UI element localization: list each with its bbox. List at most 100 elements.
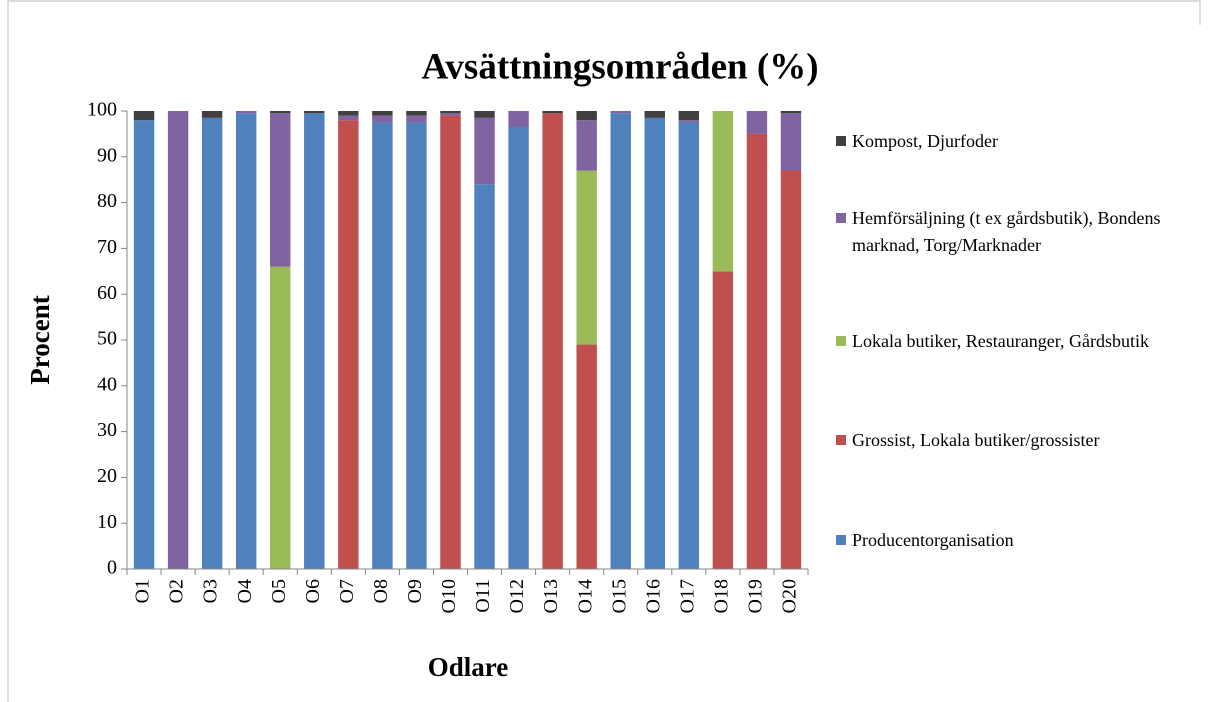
x-tick-label: O10 — [438, 579, 460, 613]
y-tick-label: 0 — [107, 557, 117, 579]
x-tick-label: O13 — [540, 579, 562, 613]
bar-segment — [440, 111, 461, 114]
x-tick-label: O7 — [336, 579, 358, 603]
legend-label: Producentorganisation — [852, 530, 1014, 550]
bar-segment — [780, 111, 802, 114]
legend-swatch — [836, 136, 846, 146]
bar-segment — [304, 113, 325, 569]
y-tick-label: 90 — [97, 144, 117, 166]
x-tick-label: O19 — [745, 579, 767, 613]
bar-segment — [406, 122, 427, 569]
legend-swatch — [836, 213, 846, 223]
bar-segment — [338, 120, 359, 569]
y-tick-label: 100 — [87, 99, 117, 121]
bar-segment — [338, 115, 359, 121]
x-axis-title: Odlare — [428, 652, 509, 682]
y-tick-label: 70 — [97, 236, 117, 258]
y-tick-label: 80 — [97, 190, 117, 212]
legend-item: Grossist, Lokala butiker/grossister — [836, 427, 1196, 454]
legend-label: Grossist, Lokala butiker/grossister — [852, 430, 1100, 450]
bar-segment — [542, 111, 563, 114]
bar-segment — [610, 113, 631, 569]
bar-segment — [780, 113, 802, 171]
bar-segment — [474, 117, 495, 185]
legend-swatch — [836, 336, 846, 346]
bar-segment — [304, 111, 325, 114]
x-tick-label: O6 — [302, 579, 324, 603]
legend-item: Lokala butiker, Restauranger, Gårdsbutik — [836, 328, 1196, 355]
bar-segment — [712, 111, 734, 272]
bar-segment — [440, 115, 461, 569]
bar-segment — [201, 117, 223, 570]
bar-segment — [133, 120, 155, 569]
bar-segment — [440, 113, 461, 116]
x-tick-label: O11 — [472, 579, 494, 613]
legend-item: Hemförsäljning (t ex gårdsbutik), Bonden… — [836, 205, 1196, 259]
bar-segment — [338, 111, 359, 116]
bar-segment — [576, 111, 597, 121]
bar-segment — [372, 122, 393, 569]
bar-segment — [201, 111, 223, 118]
legend-label: Hemförsäljning (t ex gårdsbutik), Bonden… — [852, 208, 1161, 255]
bar-segment — [746, 133, 768, 569]
y-tick-label: 10 — [97, 511, 117, 533]
bar-segment — [235, 113, 257, 569]
bar-segment — [270, 111, 291, 114]
bar-segment — [474, 184, 495, 569]
legend-swatch — [836, 435, 846, 445]
bar-segment — [406, 115, 427, 123]
chart-title: Avsättningsområden (%) — [421, 46, 818, 87]
x-tick-label: O12 — [506, 579, 528, 613]
bar-segment — [576, 120, 597, 171]
x-tick-label: O9 — [404, 579, 426, 603]
x-tick-label: O5 — [268, 579, 290, 603]
bar-segment — [270, 113, 291, 267]
bar-segment — [474, 111, 495, 118]
x-tick-label: O16 — [642, 579, 664, 613]
x-tick-label: O18 — [710, 579, 732, 613]
bar-segment — [610, 111, 631, 114]
y-tick-label: 40 — [97, 373, 117, 395]
y-tick-label: 30 — [97, 419, 117, 441]
x-tick-label: O4 — [234, 579, 256, 603]
x-tick-label: O20 — [779, 579, 801, 613]
y-tick-label: 50 — [97, 328, 117, 350]
bar-segment — [133, 111, 155, 121]
bar-segment — [678, 111, 700, 121]
bar-segment — [542, 113, 563, 569]
legend-item: Kompost, Djurfoder — [836, 128, 1196, 155]
x-tick-label: O15 — [608, 579, 630, 613]
x-tick-label: O1 — [132, 579, 154, 603]
legend-label: Lokala butiker, Restauranger, Gårdsbutik — [852, 331, 1149, 351]
bar-segment — [372, 111, 393, 116]
x-tick-label: O2 — [166, 579, 188, 603]
bar-segment — [270, 266, 291, 569]
bar-segment — [406, 111, 427, 116]
bar-segment — [712, 271, 734, 569]
bar-segment — [746, 111, 768, 134]
x-tick-label: O3 — [200, 579, 222, 603]
legend-item: Producentorganisation — [836, 527, 1196, 554]
bar-segment — [780, 170, 802, 570]
x-tick-label: O17 — [676, 579, 698, 613]
bar-segment — [372, 115, 393, 123]
legend-label: Kompost, Djurfoder — [852, 131, 998, 151]
x-tick-label: O8 — [370, 579, 392, 603]
chart-frame — [7, 0, 1201, 702]
y-axis-title: Procent — [25, 295, 55, 384]
x-tick-label: O14 — [574, 579, 596, 613]
legend-swatch — [836, 535, 846, 545]
bar-segment — [678, 120, 700, 123]
bar-segment — [508, 127, 529, 569]
bar-segment — [508, 111, 529, 128]
y-tick-label: 60 — [97, 282, 117, 304]
y-tick-label: 20 — [97, 465, 117, 487]
bar-segment — [576, 170, 597, 345]
bar-segment — [576, 344, 597, 569]
bar-segment — [644, 111, 665, 118]
bar-segment — [644, 117, 665, 570]
bar-segment — [235, 111, 257, 114]
bar-segment — [167, 111, 189, 569]
